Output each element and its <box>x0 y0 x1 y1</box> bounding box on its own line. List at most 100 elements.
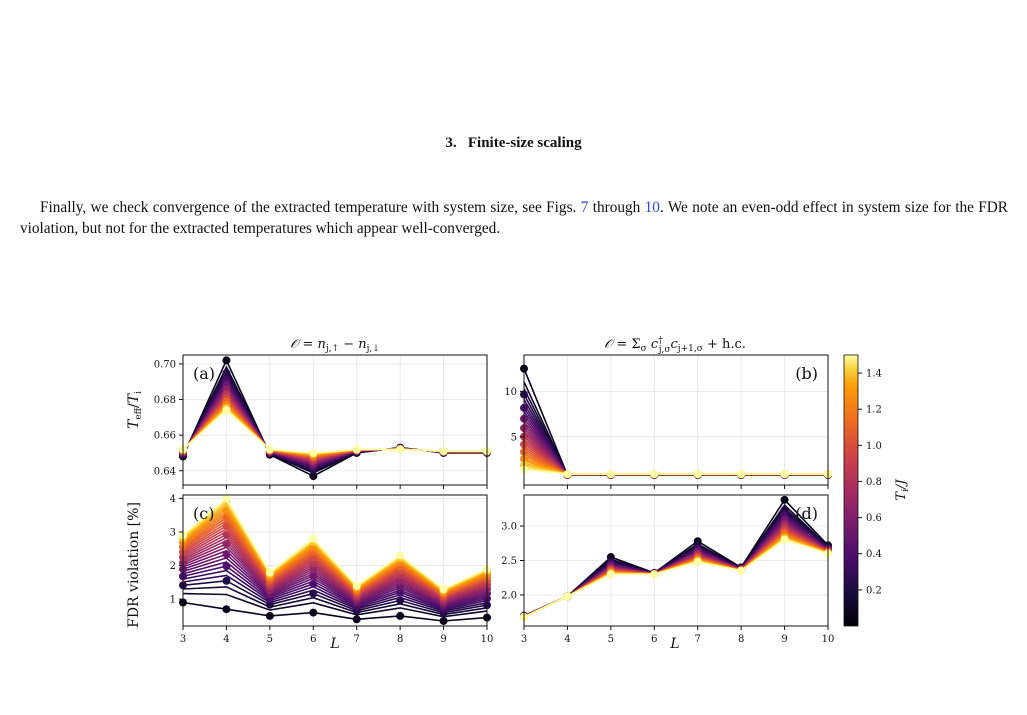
panel-d: 3 4 5 6 7 8 9 10 2.0 2.5 3.0 (d) <box>501 494 835 645</box>
series-line <box>523 534 829 618</box>
paragraph-text-3: . We note an even-odd effect in system s… <box>20 199 1008 237</box>
data-point <box>352 445 361 454</box>
panel-a: 0.64 0.66 0.68 0.70 (a) <box>154 354 491 489</box>
y-tick-label: 3.0 <box>501 522 517 533</box>
panel-label: (d) <box>795 504 818 523</box>
section-number: 3. <box>445 135 457 151</box>
x-tick-label: 3 <box>180 634 186 645</box>
series-line <box>182 553 488 606</box>
data-point <box>439 616 448 625</box>
y-tick-label: 0.66 <box>154 431 176 442</box>
y-tick-label: 2.0 <box>501 590 517 601</box>
data-point <box>780 470 789 479</box>
x-tick-label: 5 <box>267 634 273 645</box>
series-group <box>179 356 491 481</box>
data-point <box>780 495 789 504</box>
data-point <box>693 557 702 566</box>
x-tick-label: 5 <box>608 634 614 645</box>
x-tick-label: 6 <box>310 634 316 645</box>
data-point <box>265 568 274 577</box>
y-tick-label: 0.64 <box>154 466 176 477</box>
series-line <box>182 536 488 602</box>
column-title-right: 𝒪 = Σσ c† j,σcj+1,σ + h.c. <box>604 336 746 355</box>
data-point <box>222 576 231 585</box>
series-line <box>182 569 488 611</box>
y-tick-label: 4 <box>170 494 176 505</box>
colorbar-tick-label: 0.2 <box>866 585 882 596</box>
y-tick-label: 10 <box>504 387 517 398</box>
axes-frame <box>523 354 829 486</box>
series-line <box>523 446 828 476</box>
colorbar-tick-label: 0.6 <box>866 513 882 524</box>
colorbar: 0.2 0.4 0.6 0.8 1.0 1.2 1.4 Ti/J <box>843 354 911 627</box>
series-line <box>182 406 487 455</box>
series-line <box>182 549 488 605</box>
x-tick-label: 4 <box>223 634 229 645</box>
series-line <box>182 579 488 614</box>
axes-frame <box>182 494 488 627</box>
series-line <box>182 405 487 456</box>
series-line <box>182 557 488 608</box>
series-line <box>523 535 829 618</box>
x-tick-label: 4 <box>564 634 570 645</box>
figure-link-7[interactable]: 7 <box>580 199 589 216</box>
x-tick-label: 10 <box>822 634 835 645</box>
data-point <box>222 494 231 503</box>
axes-frame <box>182 354 488 486</box>
data-point <box>606 570 615 579</box>
data-point <box>650 470 659 479</box>
series-line <box>523 403 828 476</box>
data-point <box>606 470 615 479</box>
series-line <box>182 408 487 455</box>
y-tick-label: 1 <box>170 595 176 606</box>
series-line <box>523 430 828 476</box>
y-tick-label: 2 <box>170 561 176 572</box>
x-tick-label: 8 <box>397 634 403 645</box>
series-line <box>523 530 829 618</box>
series-line <box>523 536 829 618</box>
x-tick-label: 6 <box>651 634 657 645</box>
series-line <box>182 409 487 454</box>
ylabel-bottom: FDR violation [%] <box>126 502 142 628</box>
y-tick-label: 0.70 <box>154 359 176 370</box>
x-tick-label: 7 <box>354 634 360 645</box>
series-line <box>523 537 829 618</box>
colorbar-tick-label: 0.8 <box>866 477 882 488</box>
panel-c: 3 4 5 6 7 8 9 10 1 2 3 4 (c) <box>170 494 494 645</box>
figure-link-10[interactable]: 10 <box>644 199 660 216</box>
series-line <box>523 411 828 476</box>
series-line <box>523 427 828 476</box>
data-point <box>309 608 318 617</box>
series-line <box>523 433 828 476</box>
panel-label: (c) <box>193 504 214 523</box>
series-line <box>523 407 828 476</box>
series-line <box>182 542 488 604</box>
series-line <box>523 468 828 475</box>
x-tick-label: 10 <box>481 634 494 645</box>
data-point <box>352 615 361 624</box>
colorbar-tick-label: 1.0 <box>866 441 882 452</box>
series-line <box>182 574 488 613</box>
data-point <box>693 470 702 479</box>
panel-b: 5 10 (b) <box>504 354 832 489</box>
series-line <box>523 438 828 476</box>
series-line <box>523 538 829 618</box>
x-tick-label: 3 <box>521 634 527 645</box>
y-tick-label: 0.68 <box>154 395 176 406</box>
series-line <box>523 368 828 476</box>
section-heading: 3. Finite-size scaling <box>0 135 1027 152</box>
panel-label: (b) <box>795 364 818 383</box>
data-point <box>563 470 572 479</box>
series-line <box>523 443 828 476</box>
panel-label: (a) <box>193 364 215 383</box>
series-line <box>182 601 488 622</box>
data-point <box>222 356 231 365</box>
series-line <box>523 448 828 476</box>
series-line <box>523 381 828 476</box>
body-paragraph: Finally, we check convergence of the ext… <box>20 198 1008 239</box>
colorbar-gradient <box>843 354 859 627</box>
series-line <box>182 546 488 604</box>
series-line <box>523 414 828 476</box>
colorbar-label: Ti/J <box>894 479 911 501</box>
ylabel-top: Teff/Ti <box>126 391 144 429</box>
